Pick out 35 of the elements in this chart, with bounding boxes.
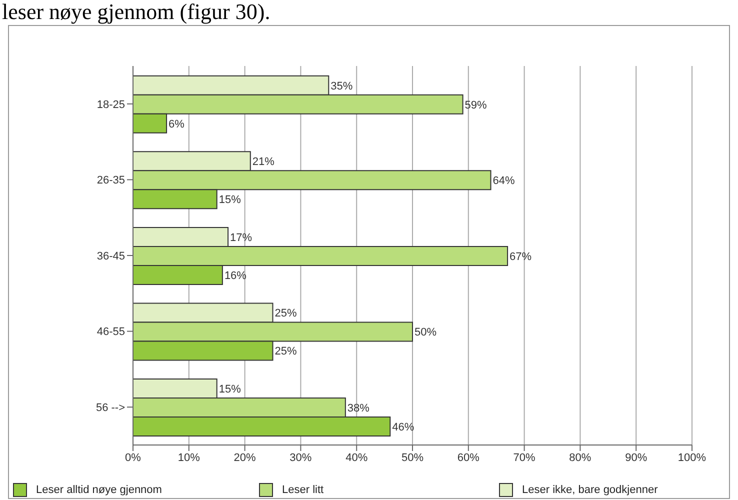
data-label: 25%	[274, 308, 297, 320]
y-tick-label: 26-35	[96, 174, 125, 187]
x-tick-label: 40%	[346, 452, 368, 464]
x-tick-label: 70%	[513, 452, 536, 464]
data-label: 50%	[414, 326, 437, 339]
data-label: 64%	[492, 175, 515, 188]
data-label: 15%	[218, 194, 242, 206]
data-label: 16%	[224, 270, 247, 282]
data-label: 25%	[274, 346, 297, 358]
data-label: 15%	[218, 383, 242, 396]
data-label: 46%	[392, 421, 414, 434]
x-tick-label: 100%	[678, 452, 706, 464]
x-tick-label: 60%	[457, 452, 480, 464]
data-label: 6%	[168, 118, 185, 130]
data-label: 21%	[252, 156, 275, 168]
y-tick-label: 36-45	[96, 250, 125, 262]
data-label: 38%	[347, 402, 370, 414]
data-label: 35%	[330, 80, 353, 92]
data-label: 59%	[464, 99, 488, 112]
legend-label: Leser alltid nøye gjennom	[36, 484, 162, 496]
x-tick-label: 80%	[569, 452, 592, 464]
x-tick-label: 50%	[401, 452, 424, 464]
data-label: 67%	[510, 250, 532, 263]
x-tick-label: 0%	[125, 452, 142, 464]
data-label: 17%	[230, 232, 252, 244]
x-tick-label: 10%	[178, 452, 200, 464]
x-tick-label: 20%	[234, 452, 256, 464]
text: leser nøye gjennom (figur 30).	[2, 0, 270, 24]
x-tick-label: 90%	[625, 452, 648, 464]
legend-label: Leser ikke, bare godkjenner	[522, 484, 658, 496]
x-tick-label: 30%	[290, 452, 312, 464]
legend-label: Leser litt	[282, 484, 324, 496]
y-tick-label: 18-25	[96, 98, 125, 111]
y-tick-label: 56 -->	[96, 402, 125, 414]
y-tick-label: 46-55	[96, 326, 125, 338]
